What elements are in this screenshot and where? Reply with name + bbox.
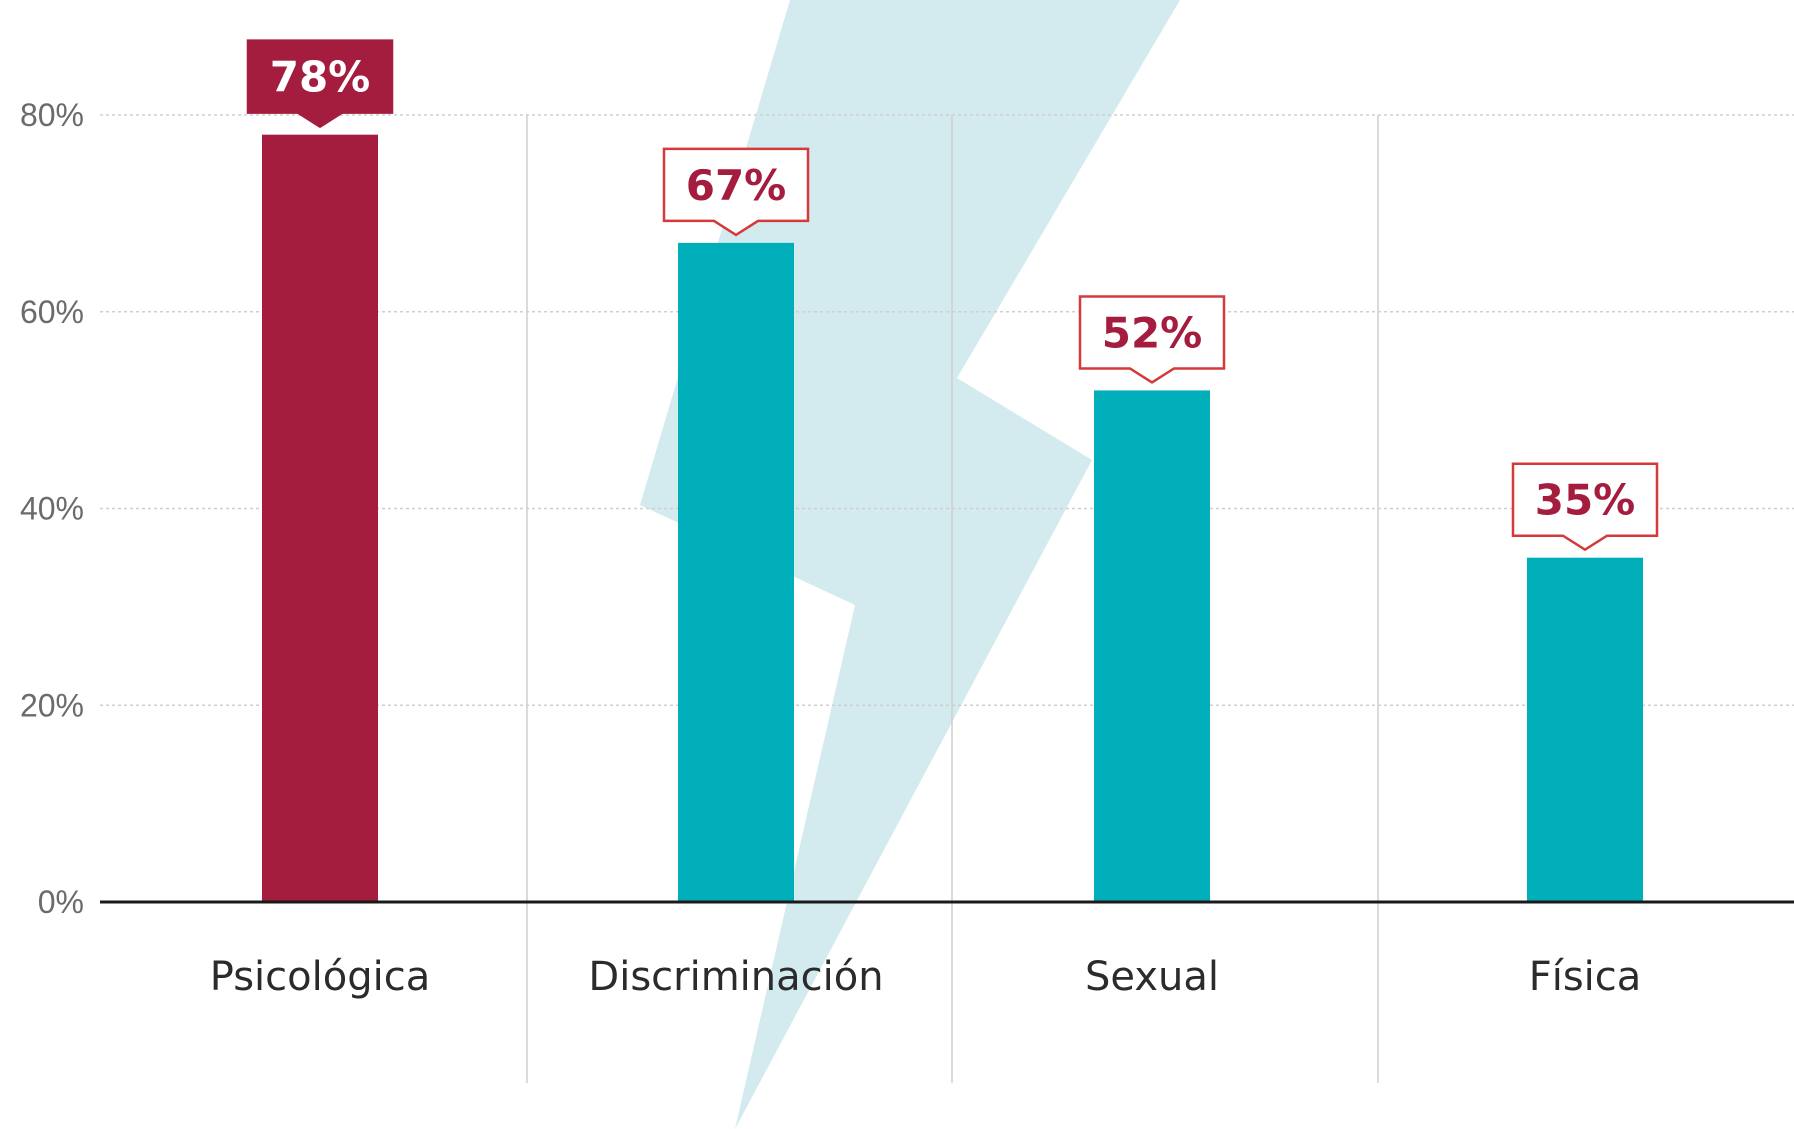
y-tick-label: 60% (20, 294, 84, 330)
category-labels: Psicológica Discriminación Sexual Física (210, 954, 1642, 1000)
value-labels: 78% 67% 52% 35% (246, 39, 1659, 552)
y-tick-label: 40% (20, 491, 84, 527)
bar-2 (1094, 390, 1210, 902)
y-axis-tick-labels: 0% 20% 40% 60% 80% (20, 97, 84, 920)
category-dividers (526, 115, 1379, 1083)
category-label: Discriminación (588, 954, 883, 1000)
y-tick-label: 80% (20, 97, 84, 133)
bars (262, 134, 1643, 903)
value-label: 35% (1535, 476, 1636, 525)
value-label-box (1078, 295, 1226, 384)
value-label-box (662, 147, 810, 237)
bar-3 (1527, 557, 1643, 902)
value-label: 67% (686, 161, 787, 210)
bar-1 (678, 242, 794, 902)
bar-0 (262, 134, 378, 903)
value-label-box (246, 39, 394, 129)
category-label: Sexual (1085, 954, 1219, 1000)
gridlines (100, 114, 1794, 706)
y-tick-label: 0% (38, 884, 84, 920)
y-tick-label: 20% (20, 687, 84, 723)
value-label: 78% (270, 53, 371, 102)
category-label: Psicológica (210, 954, 430, 1000)
category-label: Física (1529, 954, 1642, 1000)
value-label: 52% (1102, 308, 1203, 357)
value-label-box (1511, 462, 1659, 552)
